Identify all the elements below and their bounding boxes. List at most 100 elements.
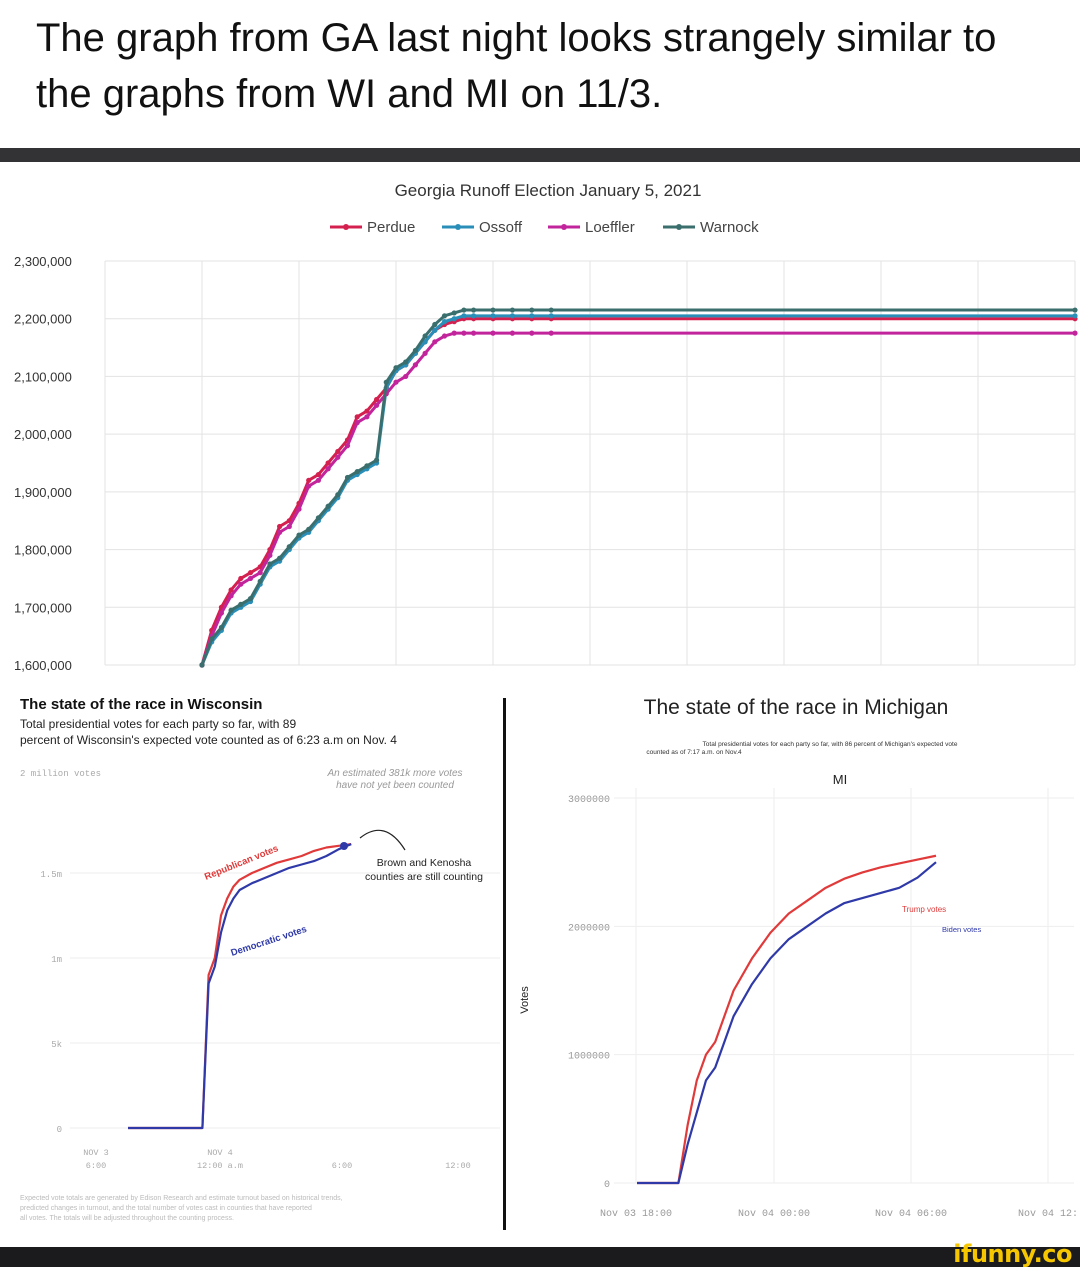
georgia-data-point [286,544,292,550]
wisconsin-chart-svg: The state of the race in Wisconsin Total… [20,696,500,1222]
wisconsin-subtitle-line-2: percent of Wisconsin's expected vote cou… [20,733,397,747]
georgia-data-point [1072,330,1078,336]
georgia-data-point [1072,313,1078,319]
georgia-data-point [393,365,399,371]
post-caption: The graph from GA last night looks stran… [36,16,997,116]
georgia-data-point [335,448,341,455]
georgia-y-tick-label: 2,100,000 [14,369,72,384]
georgia-data-point [412,347,418,354]
georgia-data-point [315,515,321,521]
wisconsin-y-tick-label: 5k [51,1040,62,1050]
georgia-data-point [354,420,360,426]
georgia-data-point [441,333,448,339]
georgia-data-point [335,492,341,498]
georgia-data-point [325,466,331,472]
georgia-y-tick-label: 2,000,000 [14,427,72,442]
georgia-data-point [432,321,438,328]
wi-mi-divider [503,698,506,1230]
georgia-series-line [200,314,1075,666]
wisconsin-latest-dot [340,842,348,850]
wisconsin-footnote-1: Expected vote totals are generated by Ed… [20,1195,343,1202]
michigan-y-tick-label: 3000000 [568,795,610,806]
wisconsin-y-tick-label: 0 [57,1125,62,1135]
georgia-data-point [325,503,331,509]
wisconsin-footnote-2: predicted changes in turnout, and the to… [20,1205,312,1212]
georgia-data-point [451,330,457,336]
georgia-data-point [509,307,515,313]
georgia-y-tick-label: 2,200,000 [14,312,72,327]
georgia-data-point [306,483,312,489]
georgia-data-point [451,316,457,322]
wisconsin-uncounted-note-2: have not yet been counted [336,780,454,791]
michigan-chart: The state of the race in Michigan Total … [514,688,1080,1238]
wisconsin-x-tick-label: NOV 3 [83,1148,109,1158]
georgia-data-point [228,587,234,593]
georgia-data-point [374,402,380,408]
georgia-data-point [461,307,467,313]
georgia-data-point [471,307,477,313]
georgia-data-point [286,523,292,530]
georgia-data-point [277,555,283,561]
georgia-data-point [548,330,554,336]
georgia-legend-label: Perdue [367,219,415,236]
michigan-trump-label: Trump votes [902,905,946,914]
georgia-data-point [383,379,389,385]
georgia-data-point [432,327,438,333]
georgia-data-point [529,307,535,313]
georgia-legend-marker [455,224,461,230]
georgia-data-point [471,330,477,336]
georgia-data-point [228,593,234,599]
georgia-data-point [277,523,283,530]
georgia-data-point [238,575,244,582]
georgia-series-line [200,308,1075,666]
georgia-data-point [306,477,312,483]
michigan-chart-svg: The state of the race in Michigan Total … [519,696,1078,1220]
michigan-series [637,854,937,1185]
georgia-data-point [422,350,428,356]
georgia-legend-marker [676,224,682,230]
wisconsin-x-tick-label: 12:00 [445,1161,471,1171]
footer-bar [0,1247,1080,1267]
wisconsin-title: The state of the race in Wisconsin [20,696,262,713]
georgia-y-tick-label: 1,900,000 [14,485,72,500]
georgia-data-point [238,581,244,587]
georgia-legend: Perdue Ossoff Loeffler Warnock [330,219,759,236]
georgia-data-point [403,359,409,365]
georgia-data-point [267,552,273,558]
georgia-y-tick-label: 1,600,000 [14,658,72,673]
wisconsin-x-tick-label: NOV 4 [207,1148,233,1158]
georgia-data-point [247,596,254,602]
georgia-data-point [218,610,224,616]
wisconsin-y-tick-label: 1.5m [40,870,62,880]
georgia-legend-label: Warnock [700,219,759,236]
georgia-data-point [412,362,418,368]
georgia-y-tick-label: 1,800,000 [14,543,72,558]
georgia-data-point [374,457,380,463]
georgia-data-point [315,471,321,478]
georgia-data-point [461,330,467,336]
georgia-data-point [218,624,224,631]
image-top-rule [0,148,1080,162]
georgia-data-point [548,307,554,313]
wisconsin-chart: The state of the race in Wisconsin Total… [0,688,512,1238]
wisconsin-series-line [128,843,352,1130]
georgia-data-point [267,561,273,567]
georgia-data-point [257,570,263,576]
georgia-legend-label: Ossoff [479,219,523,236]
georgia-data-point [315,477,321,483]
georgia-data-point [490,330,496,336]
georgia-data-point [364,408,370,414]
georgia-chart-title: Georgia Runoff Election January 5, 2021 [395,181,702,200]
georgia-data-point [257,578,263,584]
georgia-data-point [364,414,370,420]
georgia-grid [104,260,1076,666]
georgia-series [199,307,1078,668]
georgia-y-ticks: 2,300,000 2,200,000 2,100,000 2,000,000 1,90… [14,254,72,673]
georgia-y-tick-label: 1,700,000 [14,600,72,615]
georgia-data-point [529,313,535,319]
georgia-data-point [441,319,448,325]
michigan-series-line [637,861,937,1185]
georgia-data-point [471,313,477,319]
georgia-data-point [199,662,205,668]
michigan-series-line [637,854,937,1185]
